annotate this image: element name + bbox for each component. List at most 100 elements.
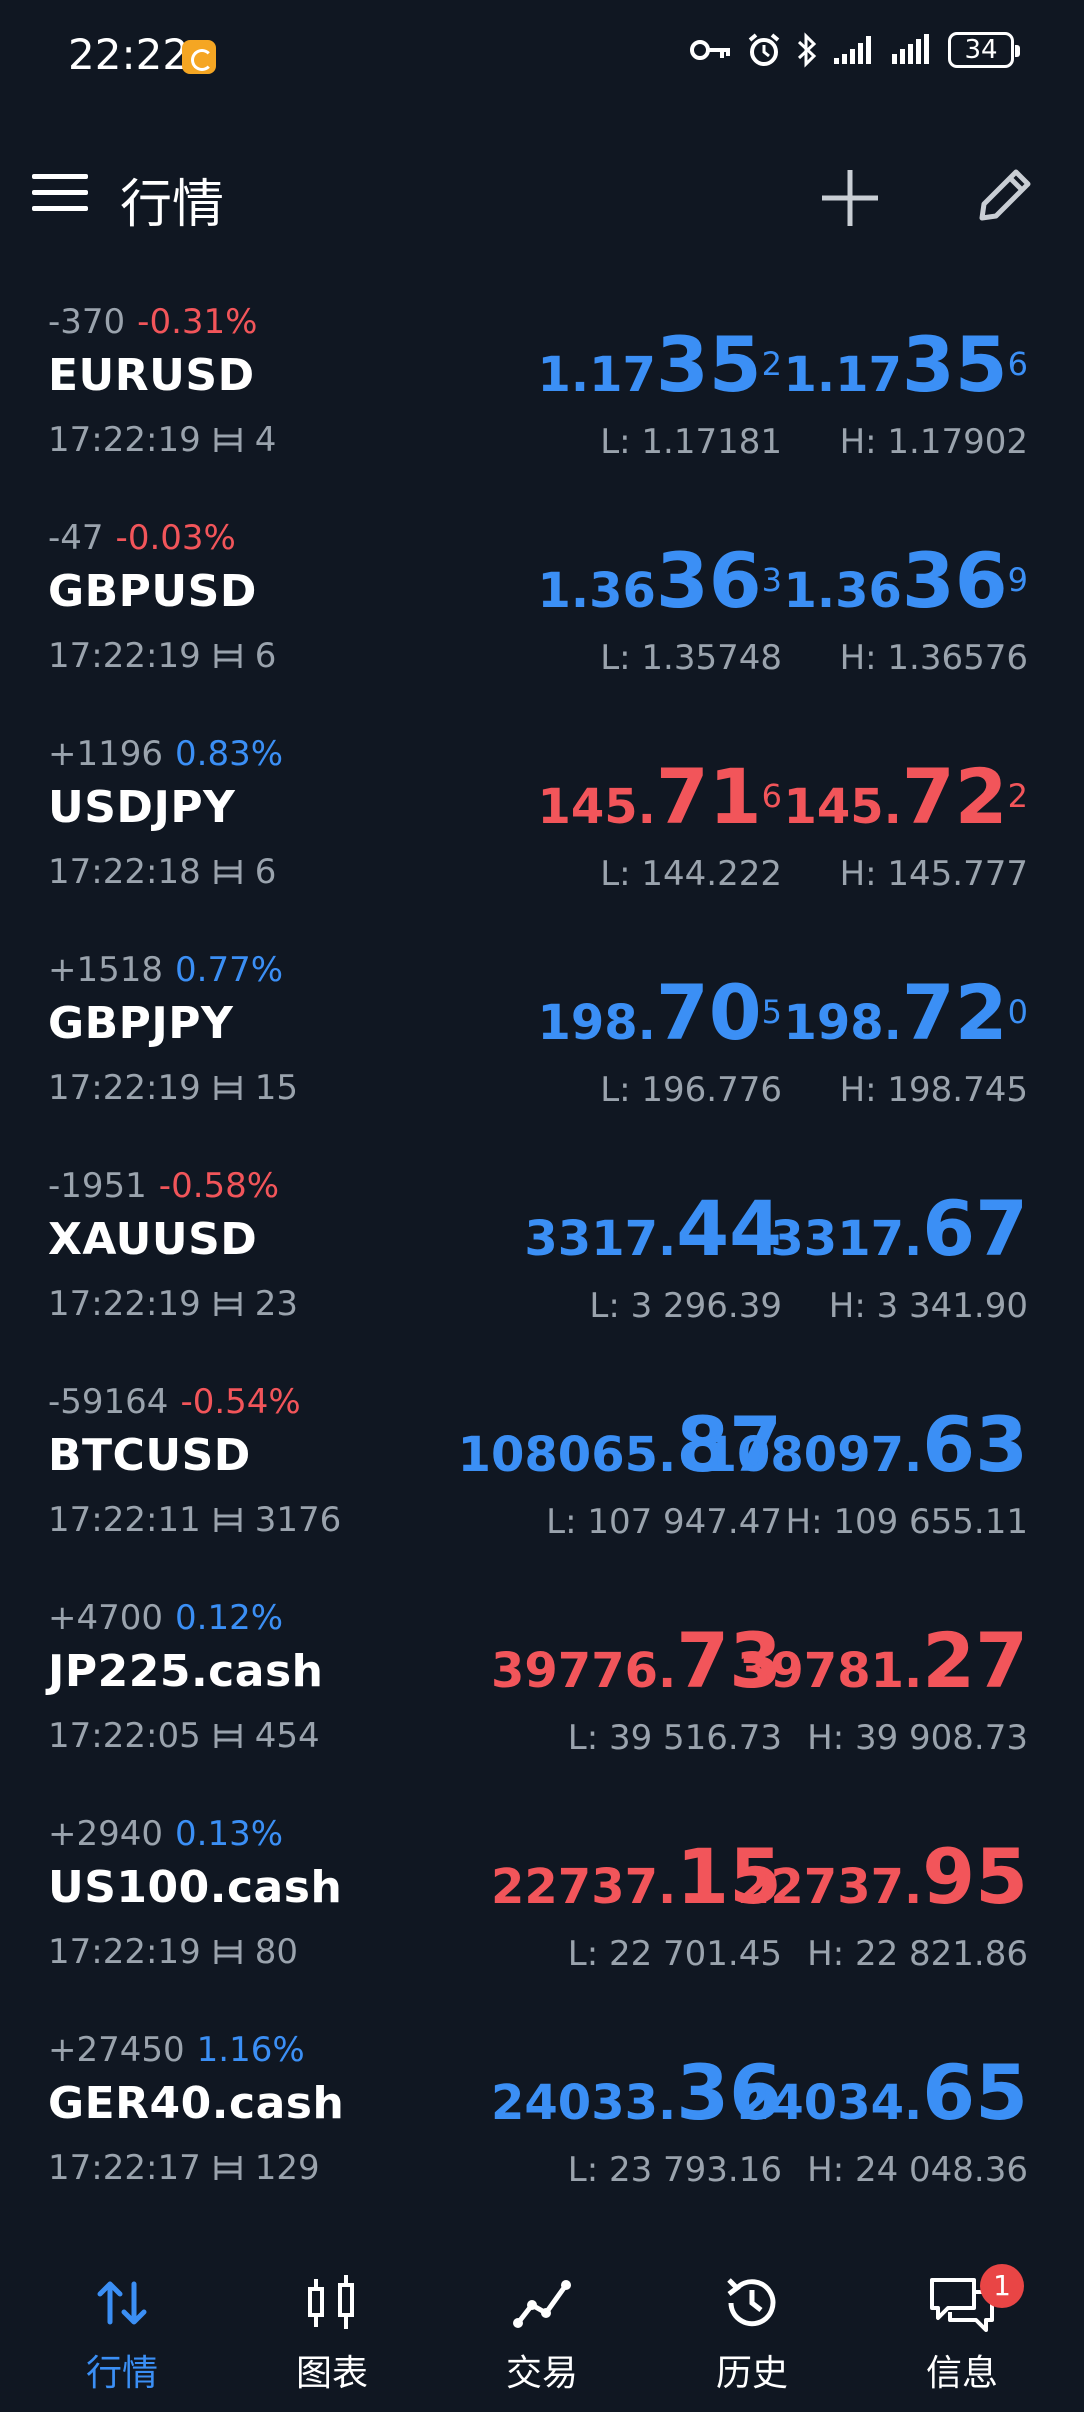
ask-price[interactable]: 1.36369 [783,536,1028,625]
quote-meta: 17:22:18 6 [48,852,276,892]
bid-price[interactable]: 22737.15 [491,1832,782,1921]
quote-time: 17:22:11 [48,1500,201,1540]
price-base: 24034. [737,2075,923,2131]
high-price: H: 1.17902 [839,422,1028,462]
spread-icon [214,1508,242,1532]
symbol-name: BTCUSD [48,1430,251,1481]
battery-indicator: 34 [948,32,1020,68]
bid-price[interactable]: 3317.44 [524,1184,782,1273]
high-price: H: 1.36576 [839,638,1028,678]
spread-icon [214,1292,242,1316]
ask-price[interactable]: 145.722 [783,752,1028,841]
quote-row[interactable]: -47 -0.03% GBPUSD 17:22:19 6 1.36363 1.36369 L:… [0,506,1084,722]
change-percent: -0.54% [180,1382,301,1422]
bottom-tab-bar: 行情 图表 交易 历史 1 信息 [0,2240,1084,2412]
signal-icon-1 [834,36,871,64]
app-header: 行情 [0,140,1084,250]
spread-value: 4 [254,420,277,460]
bid-price[interactable]: 198.705 [537,968,782,1057]
quote-meta: 17:22:19 23 [48,1284,298,1324]
ask-price[interactable]: 108097.63 [704,1400,1028,1489]
price-big: 65 [922,2048,1028,2137]
change-percent: 0.83% [175,734,284,774]
ask-price[interactable]: 198.720 [783,968,1028,1057]
daily-change: -47 -0.03% [48,518,236,558]
symbol-name: EURUSD [48,350,255,401]
quote-row[interactable]: +1196 0.83% USDJPY 17:22:18 6 145.716 145.722 L… [0,722,1084,938]
edit-button[interactable] [974,162,1038,226]
symbol-name: JP225.cash [48,1646,324,1697]
low-price: L: 1.35748 [600,638,782,678]
high-price: H: 24 048.36 [807,2150,1028,2190]
price-base: 145. [537,779,656,835]
change-percent: -0.03% [115,518,236,558]
ask-price[interactable]: 39781.27 [737,1616,1028,1705]
change-percent: 0.13% [175,1814,284,1854]
price-fraction: 6 [1007,344,1028,383]
quote-row[interactable]: -370 -0.31% EURUSD 17:22:19 4 1.17352 1.17356 L… [0,290,1084,506]
tab-messages[interactable]: 1 信息 [882,2264,1042,2396]
bid-price[interactable]: 145.716 [537,752,782,841]
quote-row[interactable]: +27450 1.16% GER40.cash 17:22:17 129 24033.36… [0,2018,1084,2234]
high-price: H: 3 341.90 [828,1286,1028,1326]
menu-icon-bar [32,174,88,179]
spread-icon [214,1076,242,1100]
price-base: 39776. [491,1643,677,1699]
low-price: L: 3 296.39 [589,1286,782,1326]
change-points: +2940 [48,1814,164,1854]
unread-badge: 1 [980,2264,1024,2308]
quote-time: 17:22:19 [48,1932,201,1972]
tab-trade[interactable]: 交易 [462,2270,622,2396]
change-percent: -0.58% [158,1166,280,1206]
quote-time: 17:22:17 [48,2148,201,2188]
spread-icon [214,2156,242,2180]
tab-chart[interactable]: 图表 [252,2270,412,2396]
quote-row[interactable]: +4700 0.12% JP225.cash 17:22:05 454 39776.73 3… [0,1586,1084,1802]
price-big: 70 [655,968,762,1057]
ask-price[interactable]: 3317.67 [770,1184,1028,1273]
daily-change: -1951 -0.58% [48,1166,279,1206]
price-fraction: 2 [761,344,782,383]
ask-price[interactable]: 1.17356 [783,320,1028,409]
ask-price[interactable]: 24034.65 [737,2048,1028,2137]
price-base: 145. [783,779,902,835]
spread-value: 3176 [254,1500,342,1540]
menu-button[interactable] [32,174,88,214]
daily-change: +2940 0.13% [48,1814,283,1854]
tab-label: 信息 [925,2353,998,2394]
change-points: +27450 [48,2030,185,2070]
page-title: 行情 [120,175,225,235]
spread-value: 15 [254,1068,298,1108]
price-base: 1.17 [783,347,902,403]
price-big: 71 [655,752,762,841]
symbol-name: GBPUSD [48,566,257,617]
tab-quotes[interactable]: 行情 [42,2270,202,2396]
bid-price[interactable]: 108065.87 [458,1400,782,1489]
daily-change: +1196 0.83% [48,734,283,774]
high-price: H: 39 908.73 [807,1718,1028,1758]
quote-row[interactable]: -59164 -0.54% BTCUSD 17:22:11 3176 108065.87 1… [0,1370,1084,1586]
ask-price[interactable]: 22737.95 [737,1832,1028,1921]
bid-price[interactable]: 1.17352 [537,320,782,409]
menu-icon-bar [32,206,88,211]
tab-history[interactable]: 历史 [672,2270,832,2396]
bid-price[interactable]: 1.36363 [537,536,782,625]
status-time: 22:22 [68,30,190,79]
app-notification-icon [182,40,216,74]
tab-label: 行情 [85,2353,158,2394]
quote-time: 17:22:19 [48,420,201,460]
high-price: H: 109 655.11 [785,1502,1029,1542]
price-big: 72 [901,968,1008,1057]
bid-price[interactable]: 24033.36 [491,2048,782,2137]
quote-row[interactable]: +2940 0.13% US100.cash 17:22:19 80 22737.15 22… [0,1802,1084,2018]
quote-row[interactable]: +1518 0.77% GBPJPY 17:22:19 15 198.705 198.720… [0,938,1084,1154]
price-big: 36 [676,2048,782,2137]
price-base: 1.36 [783,563,902,619]
price-big: 63 [922,1400,1028,1489]
quote-row[interactable]: -1951 -0.58% XAUUSD 17:22:19 23 3317.44 3317.6… [0,1154,1084,1370]
bid-price[interactable]: 39776.73 [491,1616,782,1705]
price-fraction: 2 [1007,776,1028,815]
quote-meta: 17:22:19 15 [48,1068,298,1108]
spread-icon [214,1724,242,1748]
add-symbol-button[interactable] [816,164,884,232]
